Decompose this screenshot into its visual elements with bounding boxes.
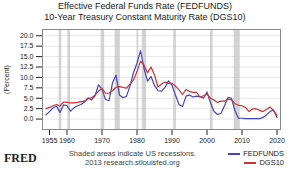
- svg-text:2000: 2000: [199, 137, 215, 144]
- svg-text:1960: 1960: [59, 137, 75, 144]
- svg-text:2020: 2020: [269, 137, 285, 144]
- html-text:2013 research.stlouisfed.org: 2013 research.stlouisfed.org: [85, 158, 180, 167]
- svg-text:0.0: 0.0: [24, 115, 34, 122]
- html-text:Shaded areas indicate US reces: Shaded areas indicate US recessions.: [68, 149, 196, 158]
- html-text:FEDFUNDS: FEDFUNDS: [243, 149, 284, 158]
- svg-text:12.5: 12.5: [20, 63, 34, 70]
- svg-text:1980: 1980: [129, 137, 145, 144]
- html-text:FRED: FRED: [4, 150, 37, 165]
- svg-text:5.0: 5.0: [24, 94, 34, 101]
- svg-text:1970: 1970: [94, 137, 110, 144]
- svg-text:2010: 2010: [234, 137, 250, 144]
- svg-text:(Percent): (Percent): [3, 65, 11, 94]
- html-text:DGS10: DGS10: [259, 158, 284, 167]
- svg-text:7.5: 7.5: [24, 84, 34, 91]
- html-text:Effective Federal Funds Rate (: Effective Federal Funds Rate (FEDFUNDS): [58, 1, 232, 11]
- svg-text:17.5: 17.5: [20, 42, 34, 49]
- svg-text:2.5: 2.5: [24, 105, 34, 112]
- svg-text:1990: 1990: [164, 137, 180, 144]
- svg-text:1955: 1955: [42, 137, 58, 144]
- html-text:10-Year Treasury Constant Matu: 10-Year Treasury Constant Maturity Rate …: [44, 12, 246, 22]
- svg-text:15.0: 15.0: [20, 53, 34, 60]
- svg-text:10.0: 10.0: [20, 74, 34, 81]
- svg-text:20.0: 20.0: [20, 32, 34, 39]
